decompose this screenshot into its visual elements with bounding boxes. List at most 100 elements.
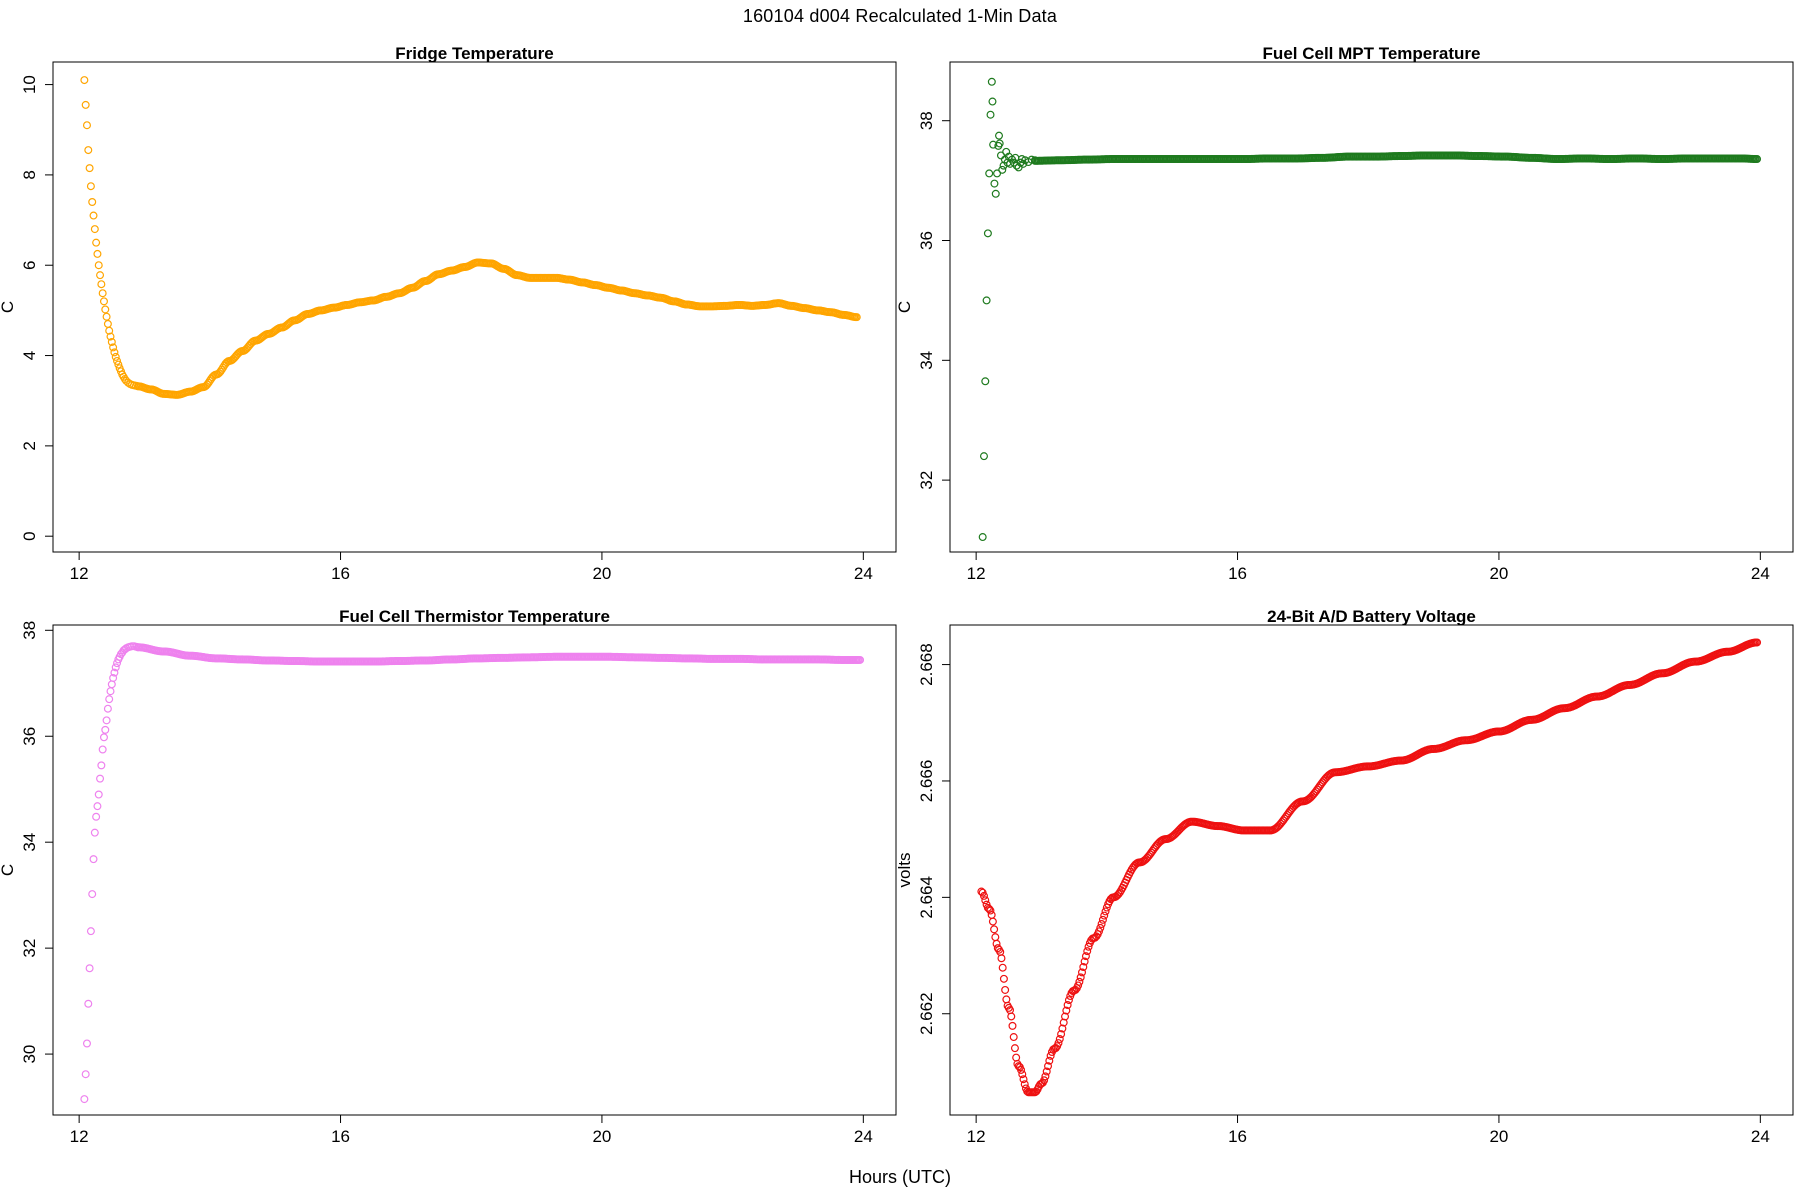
data-point: [983, 229, 992, 238]
data-point: [82, 1039, 91, 1048]
x-tick-label: 24: [854, 1127, 873, 1146]
panel-title: Fuel Cell MPT Temperature: [1263, 44, 1481, 63]
data-point: [1040, 1076, 1049, 1085]
data-point: [213, 370, 222, 379]
data-point: [1097, 920, 1106, 929]
data-point: [978, 533, 987, 542]
data-point: [103, 704, 112, 713]
data-point: [988, 97, 997, 106]
data-point: [107, 338, 116, 347]
panel-1: Fridge Temperature121620240246810C: [0, 44, 897, 583]
data-point: [988, 917, 997, 926]
data-point: [1020, 1080, 1029, 1089]
data-point: [110, 348, 119, 357]
data-point: [990, 925, 999, 934]
data-point: [993, 169, 1002, 178]
panel-4: 24-Bit A/D Battery Voltage 12 16 20 24 2.662 2…: [895, 607, 1794, 1146]
y-tick-label: 36: [917, 231, 936, 250]
data-point: [93, 249, 102, 258]
data-point: [1055, 1035, 1064, 1044]
data-point: [106, 687, 115, 696]
series-points: [80, 642, 865, 1104]
x-tick-label: 20: [1489, 564, 1508, 583]
panel-title: 24-Bit A/D Battery Voltage: [1267, 607, 1476, 626]
x-tick-label: 12: [70, 1127, 89, 1146]
plot-frame: [52, 624, 897, 1116]
data-point: [1041, 1072, 1050, 1081]
data-point: [1008, 1021, 1017, 1030]
data-point: [101, 725, 110, 734]
data-point: [1054, 1039, 1063, 1048]
x-tick-label: 24: [1751, 564, 1770, 583]
data-point: [105, 695, 114, 704]
data-point: [1010, 1044, 1019, 1053]
data-point: [103, 319, 112, 328]
data-point: [987, 910, 996, 919]
data-point: [1115, 888, 1124, 897]
data-point: [85, 964, 94, 973]
data-point: [97, 280, 106, 289]
data-point: [1100, 911, 1109, 920]
data-point: [216, 367, 225, 376]
plot-frame: [949, 624, 1794, 1116]
panel-title: Fuel Cell Thermistor Temperature: [339, 607, 610, 626]
data-point: [99, 297, 108, 306]
data-point: [218, 363, 227, 372]
data-point: [81, 100, 90, 109]
data-point: [1098, 915, 1107, 924]
plot-frame: [52, 61, 897, 553]
data-point: [982, 296, 991, 305]
x-tick-label: 16: [331, 564, 350, 583]
data-point: [991, 933, 1000, 942]
data-point: [80, 1095, 89, 1104]
data-point: [991, 189, 1000, 198]
y-axis-label: volts: [895, 853, 914, 888]
data-point: [1018, 1070, 1027, 1079]
data-point: [96, 774, 105, 783]
data-point: [987, 77, 996, 86]
y-axis-label: C: [0, 301, 17, 313]
data-point: [1076, 973, 1085, 982]
data-point: [114, 360, 123, 369]
data-point: [990, 179, 999, 188]
data-point: [1062, 1006, 1071, 1015]
data-point: [88, 198, 97, 207]
data-point: [852, 313, 861, 322]
data-point: [995, 131, 1004, 140]
x-tick-label: 12: [967, 1127, 986, 1146]
data-point: [94, 261, 103, 270]
data-point: [996, 151, 1005, 160]
data-point: [1094, 927, 1103, 936]
data-point: [241, 346, 250, 355]
data-point: [1058, 1024, 1067, 1033]
data-point: [1061, 1012, 1070, 1021]
data-point: [1012, 1053, 1021, 1062]
y-tick-label: 36: [20, 727, 39, 746]
data-point: [113, 356, 122, 365]
data-point: [1081, 952, 1090, 961]
data-point: [995, 139, 1004, 148]
data-point: [81, 1070, 90, 1079]
data-point: [1078, 968, 1087, 977]
data-point: [111, 663, 120, 672]
data-point: [981, 896, 990, 905]
panel-title: Fridge Temperature: [395, 44, 553, 63]
y-tick-label: 30: [20, 1045, 39, 1064]
data-point: [1063, 1001, 1072, 1010]
panel-2: Fuel Cell MPT Temperature 12 16 20 24 32 34 36 3…: [895, 44, 1794, 583]
data-point: [89, 211, 98, 220]
data-point: [94, 790, 103, 799]
x-tick-label: 24: [1751, 1127, 1770, 1146]
data-point: [985, 169, 994, 178]
y-tick-label: 0: [20, 531, 39, 540]
data-point: [1753, 155, 1762, 164]
data-point: [998, 165, 1007, 174]
y-tick-label: 10: [20, 75, 39, 94]
y-tick-label: 32: [20, 939, 39, 958]
data-point: [1007, 1012, 1016, 1021]
data-point: [111, 352, 120, 361]
data-point: [998, 963, 1007, 972]
data-point: [1042, 1067, 1051, 1076]
y-tick-label: 34: [917, 351, 936, 370]
